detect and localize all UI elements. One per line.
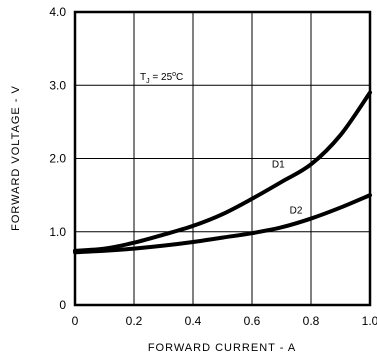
- x-tick-label: 0: [72, 314, 79, 328]
- annotation-degree: o: [172, 71, 176, 78]
- annotation-unit: C: [176, 72, 183, 83]
- y-axis-title: FORWARD VOLTAGE - V: [10, 85, 22, 231]
- y-tick-label: 2.0: [49, 152, 66, 166]
- x-tick-label: 1.0: [362, 314, 377, 328]
- x-tick-label: 0.4: [185, 314, 202, 328]
- x-axis-title: FORWARD CURRENT - A: [148, 342, 296, 354]
- x-tick-label: 0.6: [244, 314, 261, 328]
- annotation-t: T: [140, 72, 146, 83]
- annotation-subscript: J: [146, 78, 150, 85]
- y-tick-label: 1.0: [49, 225, 66, 239]
- series-line-d1: [73, 90, 372, 253]
- y-tick-label: 4.0: [49, 5, 66, 19]
- series-group: [73, 90, 372, 255]
- series-line-d2: [73, 193, 372, 255]
- x-tick-label: 0.2: [126, 314, 143, 328]
- x-tick-label: 0.8: [303, 314, 320, 328]
- y-tick-label: 0: [59, 298, 66, 312]
- plot-frame: [73, 10, 372, 307]
- temperature-annotation: TJ = 25oC: [140, 71, 183, 85]
- tick-labels: 0 0.2 0.4 0.6 0.8 1.0 0 1.0 2.0 3.0 4.0: [49, 5, 377, 328]
- series-label-d1: D1: [272, 159, 285, 170]
- y-tick-label: 3.0: [49, 78, 66, 92]
- series-labels: D1 D2: [272, 159, 303, 216]
- series-label-d2: D2: [290, 205, 303, 216]
- annotation-equals: = 25: [150, 72, 173, 83]
